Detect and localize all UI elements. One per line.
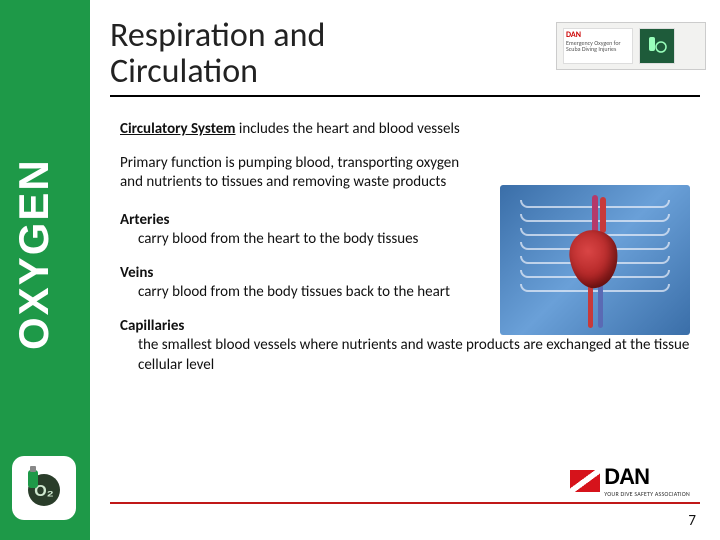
dan-logo-text: DAN [604,464,690,490]
title-rule [110,95,700,97]
primary-function: Primary function is pumping blood, trans… [120,154,480,193]
intro-bold: Circulatory System [120,120,236,138]
dan-logo-sub: YOUR DIVE SAFETY ASSOCIATION [604,490,690,498]
intro-rest: includes the heart and blood vessels [236,120,460,138]
dan-logo-text-wrap: DAN YOUR DIVE SAFETY ASSOCIATION [604,464,690,498]
page-number: 7 [688,512,696,530]
o2-tank-icon: O₂ [12,456,76,520]
intro-line: Circulatory System includes the heart an… [120,120,690,140]
anatomy-image [500,185,690,335]
slide-title: Respiration and Circulation [110,18,700,89]
section-body: the smallest blood vessels where nutrien… [120,336,690,375]
sidebar-label: OXYGEN [10,158,58,350]
title-line-2: Circulation [110,51,258,92]
diver-flag-icon [570,470,600,492]
dan-logo: DAN YOUR DIVE SAFETY ASSOCIATION [570,464,690,498]
header: Respiration and Circulation [110,18,700,97]
sidebar: OXYGEN O₂ [0,0,90,540]
footer-rule [110,502,700,504]
